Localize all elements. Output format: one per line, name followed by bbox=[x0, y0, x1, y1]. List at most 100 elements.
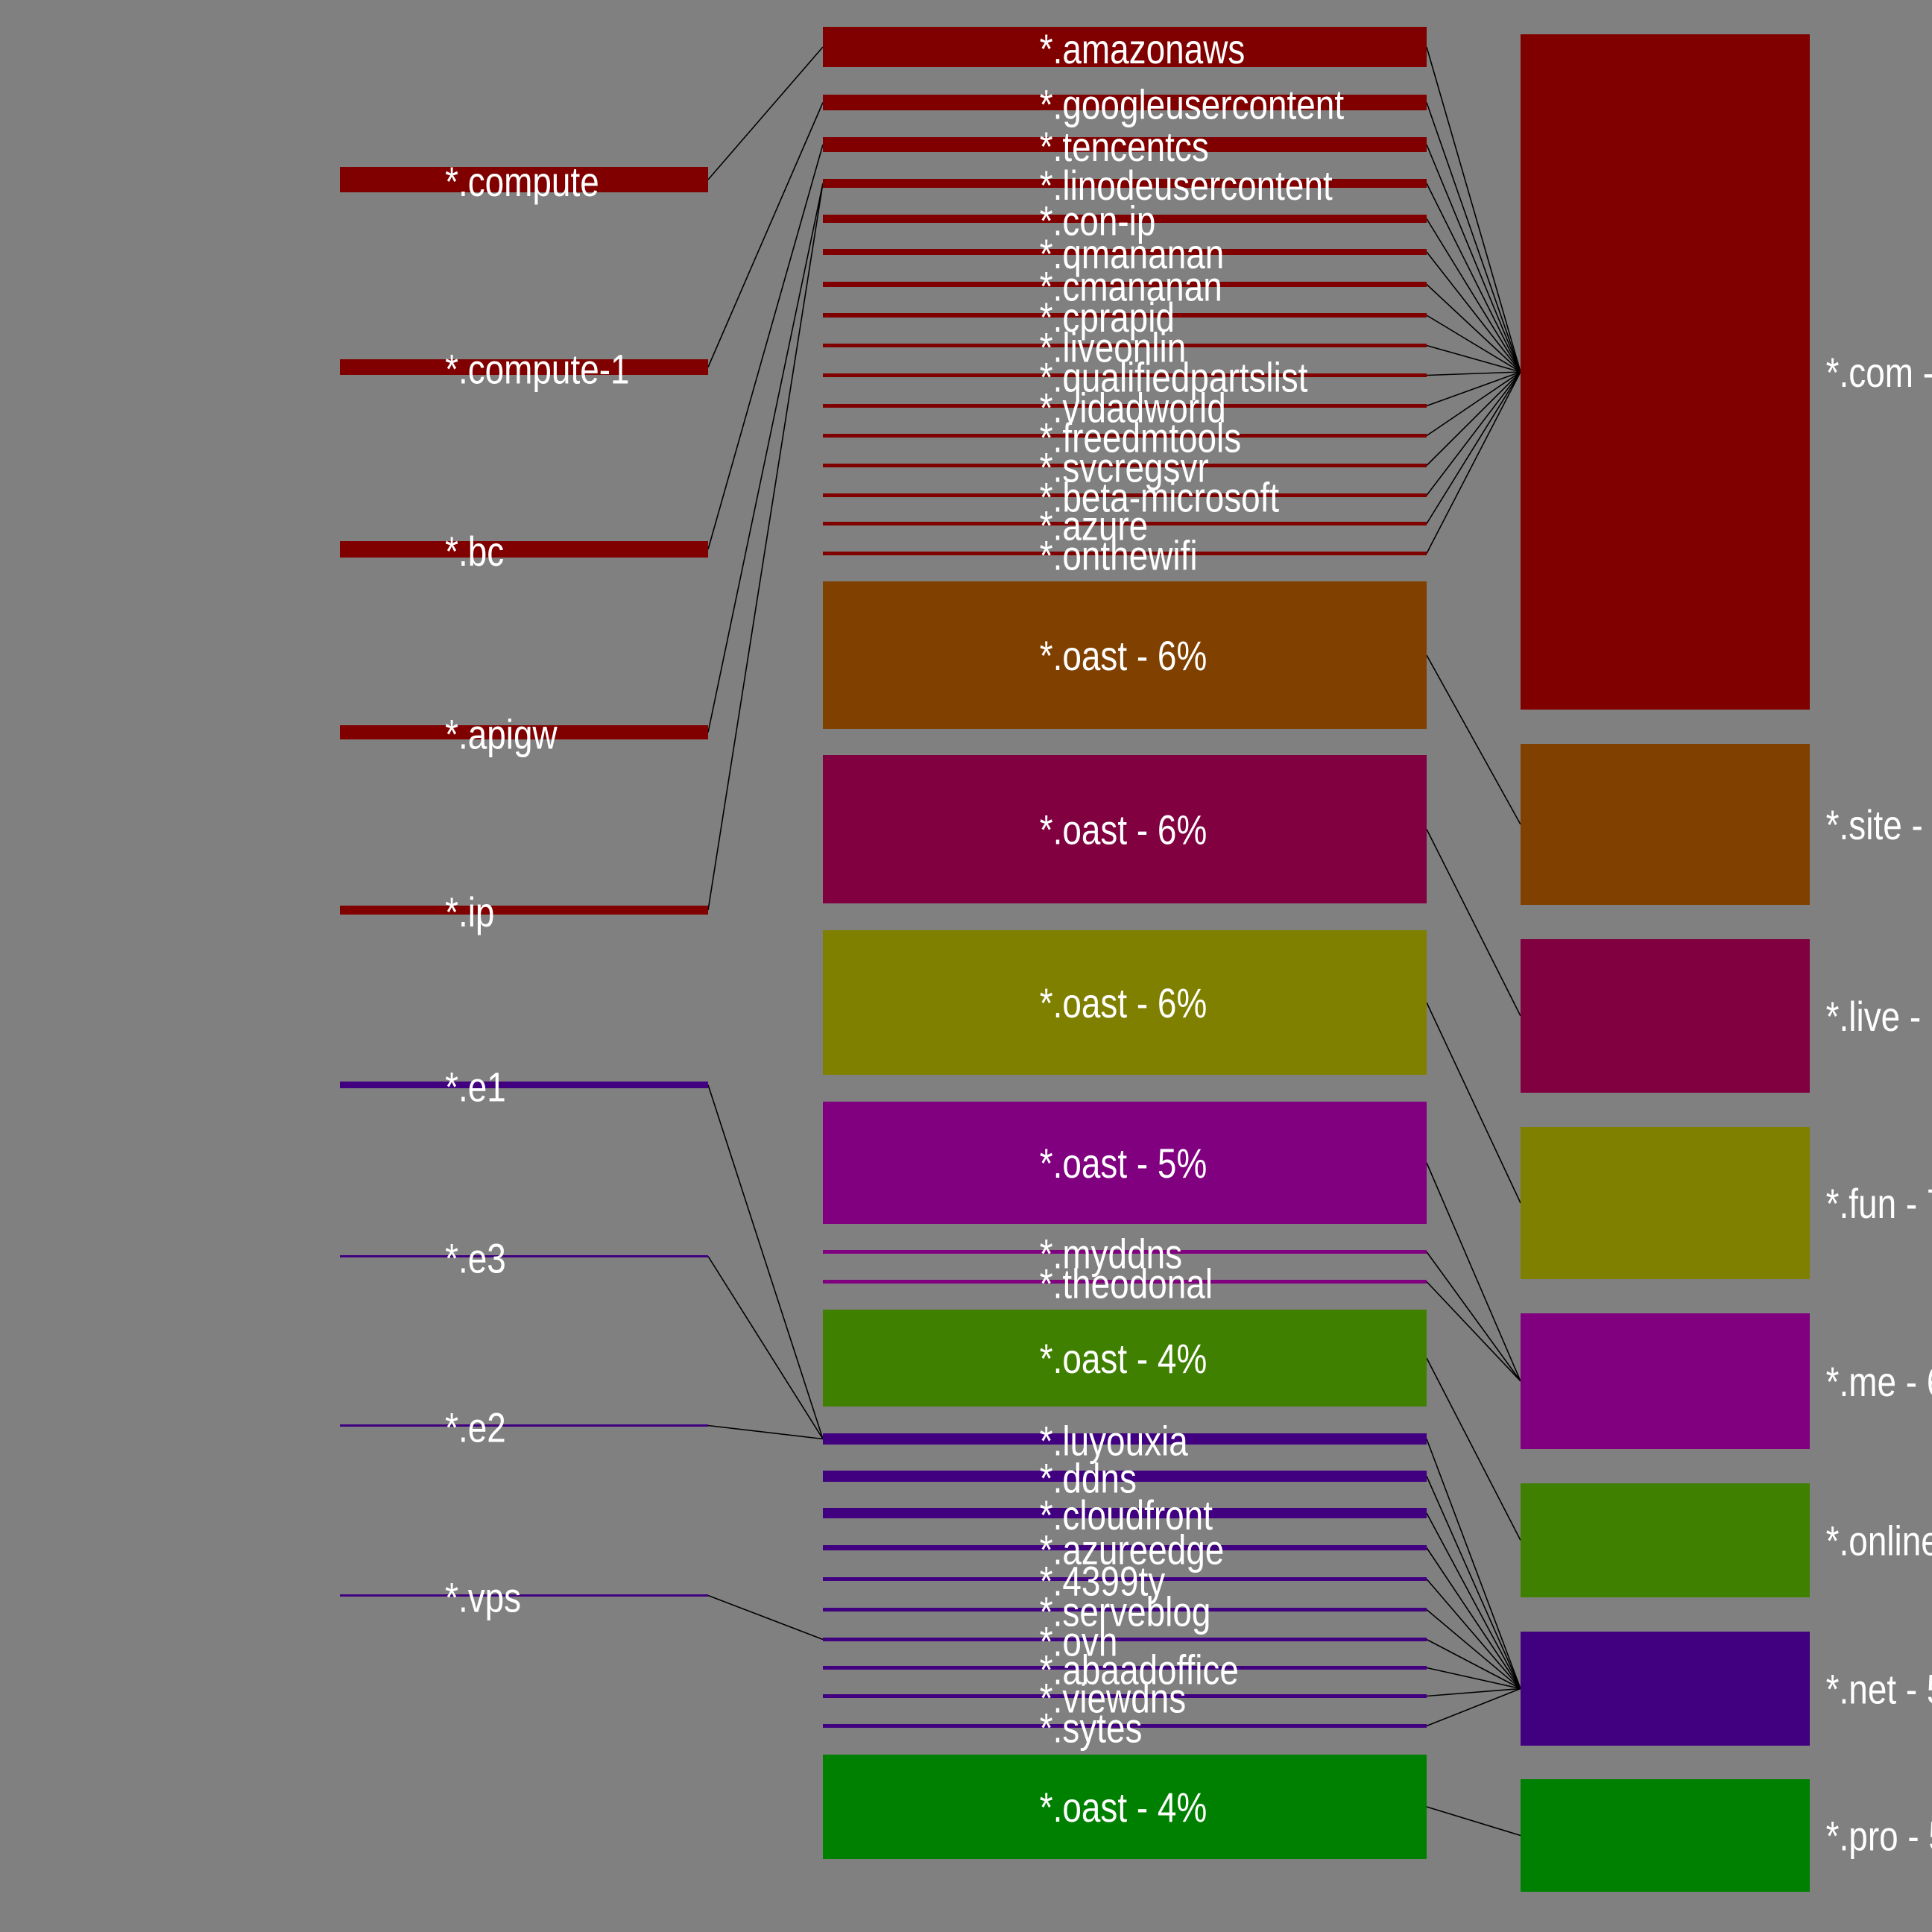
link-middle-right bbox=[1426, 251, 1521, 373]
middle-node: *.luyouxia bbox=[823, 1418, 1427, 1465]
right-node: *.fun - 7% bbox=[1521, 1127, 1932, 1279]
right-node: *.pro - 5% bbox=[1521, 1779, 1932, 1892]
right-node-bar bbox=[1521, 1632, 1810, 1746]
middle-node: *.abaadoffice bbox=[823, 1647, 1427, 1693]
middle-node-bar bbox=[823, 930, 1427, 1075]
link-middle-right bbox=[1426, 371, 1521, 437]
right-node-label: *.online - 5% bbox=[1826, 1518, 1932, 1564]
middle-node: *.ddns bbox=[823, 1455, 1427, 1502]
left-node-bar bbox=[340, 1082, 708, 1088]
left-node: *.compute bbox=[340, 159, 708, 205]
middle-node-label: *.serveblog bbox=[1040, 1588, 1211, 1635]
link-middle-right bbox=[1426, 371, 1521, 524]
link-middle-right bbox=[1426, 371, 1521, 376]
middle-node: *.oast - 6% bbox=[823, 930, 1427, 1075]
left-node-bar bbox=[340, 541, 708, 558]
middle-node-label: *.googleusercontent bbox=[1040, 81, 1344, 127]
middle-node: *.amazonaws bbox=[823, 26, 1427, 72]
left-node: *.compute-1 bbox=[340, 346, 708, 393]
middle-node-bar bbox=[823, 27, 1427, 67]
middle-node-bar bbox=[823, 434, 1427, 438]
middle-node-bar bbox=[823, 493, 1427, 497]
middle-node-label: *.sytes bbox=[1040, 1705, 1143, 1751]
middle-node-label: *.oast - 4% bbox=[1040, 1336, 1208, 1382]
link-middle-right bbox=[1426, 371, 1521, 496]
link-left-middle bbox=[707, 183, 824, 733]
middle-node-bar bbox=[823, 1724, 1427, 1728]
middle-node: *.oast - 6% bbox=[823, 755, 1427, 903]
middle-node: *.serveblog bbox=[823, 1588, 1427, 1635]
left-node-label: *.bc bbox=[445, 528, 504, 575]
link-middle-right bbox=[1426, 283, 1521, 373]
middle-node-bar bbox=[823, 1694, 1427, 1698]
middle-node-label: *.qualifiedpartslist bbox=[1040, 354, 1308, 400]
middle-node-label: *.oast - 4% bbox=[1040, 1784, 1208, 1831]
link-middle-right bbox=[1426, 371, 1521, 554]
middle-node-bar bbox=[823, 1471, 1427, 1482]
middle-node: *.linodeusercontent bbox=[823, 162, 1427, 209]
middle-node: *.sytes bbox=[823, 1705, 1427, 1752]
left-node: *.ip bbox=[340, 889, 708, 935]
left-node-bar bbox=[340, 906, 708, 915]
link-middle-right bbox=[1426, 102, 1521, 373]
right-node-label: *.com - 31% bbox=[1826, 350, 1932, 396]
middle-node-bar bbox=[823, 373, 1427, 377]
link-middle-right bbox=[1426, 46, 1521, 373]
middle-node-bar bbox=[823, 1433, 1427, 1445]
middle-node: *.oast - 5% bbox=[823, 1102, 1427, 1224]
left-node-bar bbox=[340, 359, 708, 375]
middle-node: *.myddns bbox=[823, 1231, 1427, 1278]
right-node-label: *.site - 7% bbox=[1826, 802, 1932, 848]
middle-node-bar bbox=[823, 282, 1427, 287]
middle-node-bar bbox=[823, 1545, 1427, 1550]
link-middle-right bbox=[1426, 1002, 1521, 1204]
right-node-bar bbox=[1521, 1127, 1810, 1279]
middle-node-label: *.tencentcs bbox=[1040, 124, 1209, 170]
left-node: *.e1 bbox=[340, 1064, 708, 1111]
links bbox=[707, 46, 1521, 1837]
middle-node-label: *.abaadoffice bbox=[1040, 1647, 1239, 1693]
middle-node-bar bbox=[823, 1250, 1427, 1254]
middle-node: *.4399ty bbox=[823, 1558, 1427, 1605]
right-node-label: *.me - 6% bbox=[1826, 1359, 1932, 1405]
middle-node-label: *.onthewifi bbox=[1040, 532, 1198, 578]
left-node-bar bbox=[340, 1424, 708, 1427]
link-middle-right bbox=[1426, 1806, 1521, 1837]
middle-node-bar bbox=[823, 755, 1427, 903]
right-node-label: *.fun - 7% bbox=[1826, 1181, 1932, 1227]
middle-node-label: *.oast - 5% bbox=[1040, 1140, 1208, 1187]
link-middle-right bbox=[1426, 1281, 1521, 1382]
right-node-bar bbox=[1521, 1779, 1810, 1892]
middle-node-bar bbox=[823, 1102, 1427, 1224]
left-node: *.e2 bbox=[340, 1404, 708, 1451]
link-left-middle bbox=[707, 144, 824, 550]
middle-node-label: *.ddns bbox=[1040, 1455, 1137, 1501]
left-node: *.e3 bbox=[340, 1235, 708, 1282]
link-left-middle bbox=[707, 46, 824, 180]
link-left-middle bbox=[707, 1594, 824, 1641]
middle-node: *.freedmtools bbox=[823, 414, 1427, 461]
middle-node-label: *.vidadworld bbox=[1040, 385, 1226, 431]
left-node-label: *.ip bbox=[445, 889, 494, 935]
left-node-bar bbox=[340, 1255, 708, 1257]
middle-node: *.cloudfront bbox=[823, 1492, 1427, 1538]
right-node: *.com - 31% bbox=[1521, 34, 1932, 710]
middle-node-bar bbox=[823, 1608, 1427, 1611]
middle-node-label: *.beta-microsoft bbox=[1040, 474, 1279, 520]
middle-node-label: *.amazonaws bbox=[1040, 26, 1246, 72]
middle-node-label: *.qmananan bbox=[1040, 231, 1225, 277]
middle-node-label: *.con-ip bbox=[1040, 198, 1156, 244]
middle-node-bar bbox=[823, 344, 1427, 347]
right-node-bar bbox=[1521, 1313, 1810, 1449]
left-node: *.vps bbox=[340, 1574, 708, 1621]
link-left-middle bbox=[707, 1256, 824, 1439]
link-left-middle bbox=[707, 1085, 824, 1439]
link-middle-right bbox=[1426, 1578, 1521, 1690]
middle-node: *.tencentcs bbox=[823, 124, 1427, 170]
link-middle-right bbox=[1426, 371, 1521, 467]
left-node: *.apigw bbox=[340, 711, 708, 758]
left-node-bar bbox=[340, 1594, 708, 1597]
link-middle-right bbox=[1426, 654, 1521, 825]
link-middle-right bbox=[1426, 1251, 1521, 1382]
right-column: *.com - 31% *.site - 7% *.live - 7% *.fun -… bbox=[1521, 34, 1932, 1892]
